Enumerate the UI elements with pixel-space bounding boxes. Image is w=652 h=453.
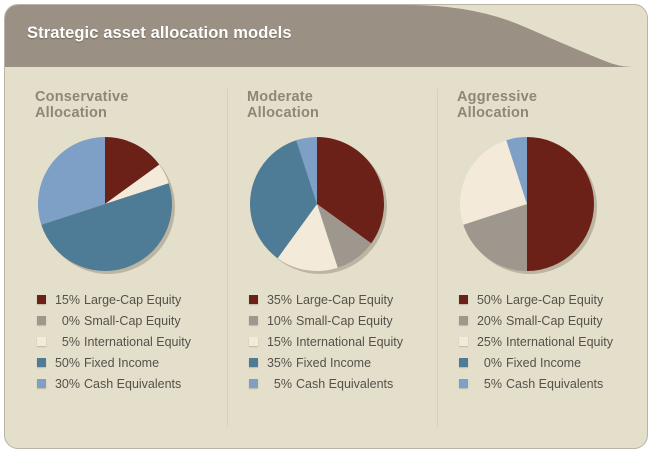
legend-row: 5% International Equity [37, 331, 223, 352]
legend-percent: 0% [483, 355, 502, 370]
pie-chart-aggressive [455, 131, 605, 281]
legend-label: Fixed Income [84, 355, 160, 370]
legend-swatch [249, 358, 258, 367]
legend-label: Fixed Income [506, 355, 582, 370]
legend-swatch [37, 316, 46, 325]
legend-swatch [459, 295, 468, 304]
legend-percent: 0% [61, 313, 80, 328]
legend-swatch [459, 337, 468, 346]
legend-label: Cash Equivalents [84, 376, 182, 391]
legend-swatch [459, 358, 468, 367]
legend-label: Small-Cap Equity [296, 313, 393, 328]
pie-slice [460, 140, 527, 225]
page-title: Strategic asset allocation models [27, 24, 292, 42]
legend-percent: 50% [54, 355, 80, 370]
legend-swatch [249, 379, 258, 388]
legend-percent: 15% [54, 292, 80, 307]
pie-chart-conservative [33, 131, 183, 281]
legend-percent: 15% [266, 334, 292, 349]
header-bar: Strategic asset allocation models [5, 5, 647, 67]
infographic-panel: Strategic asset allocation models Conser… [4, 4, 648, 449]
legend-label: International Equity [84, 334, 192, 349]
legend-row: 0% Small-Cap Equity [37, 310, 223, 331]
legend-row: 30% Cash Equivalents [37, 373, 223, 394]
legend-row: 10% Small-Cap Equity [249, 310, 435, 331]
legend-row: 15% International Equity [249, 331, 435, 352]
column-title: Aggressive Allocation [457, 89, 538, 121]
header-background-shape [5, 5, 633, 67]
legend-percent: 5% [61, 334, 80, 349]
legend-row: 20% Small-Cap Equity [459, 310, 645, 331]
legend-row: 5% Cash Equivalents [249, 373, 435, 394]
legend-swatch [459, 316, 468, 325]
pie-slice [105, 137, 160, 204]
legend-percent: 50% [476, 292, 502, 307]
pie-slice [250, 140, 317, 259]
allocation-column-moderate: Moderate Allocation 35% Large-Cap Equity 1… [227, 77, 435, 435]
legend-label: Large-Cap Equity [296, 292, 394, 307]
column-title: Conservative Allocation [35, 89, 129, 121]
legend-moderate: 35% Large-Cap Equity 10% Small-Cap Equity 15… [249, 289, 435, 394]
legend-label: Small-Cap Equity [84, 313, 181, 328]
legend-label: Cash Equivalents [296, 376, 394, 391]
legend-swatch [249, 316, 258, 325]
legend-swatch [459, 379, 468, 388]
pie-slice [506, 137, 527, 204]
allocation-column-conservative: Conservative Allocation 15% Large-Cap Equ… [15, 77, 223, 435]
legend-row: 15% Large-Cap Equity [37, 289, 223, 310]
pie-slice [317, 204, 372, 268]
legend-percent: 10% [266, 313, 292, 328]
legend-row: 0% Fixed Income [459, 352, 645, 373]
pie-slice [463, 204, 527, 271]
pie-slice [527, 137, 594, 271]
column-divider [437, 89, 438, 427]
legend-aggressive: 50% Large-Cap Equity 20% Small-Cap Equity 25… [459, 289, 645, 394]
legend-label: Cash Equivalents [506, 376, 604, 391]
legend-label: International Equity [296, 334, 404, 349]
pie-slice [317, 137, 384, 244]
legend-row: 25% International Equity [459, 331, 645, 352]
legend-percent: 25% [476, 334, 502, 349]
pie-slice [105, 164, 169, 204]
legend-label: Large-Cap Equity [506, 292, 604, 307]
pie-slice [296, 137, 317, 204]
legend-row: 50% Fixed Income [37, 352, 223, 373]
legend-label: Large-Cap Equity [84, 292, 182, 307]
legend-swatch [37, 337, 46, 346]
legend-swatch [37, 358, 46, 367]
column-title: Moderate Allocation [247, 89, 320, 121]
legend-percent: 35% [266, 355, 292, 370]
legend-swatch [37, 379, 46, 388]
pie-slice [37, 137, 105, 225]
pie-chart-moderate [245, 131, 395, 281]
legend-label: Small-Cap Equity [506, 313, 603, 328]
legend-conservative: 15% Large-Cap Equity 0% Small-Cap Equity 5% I… [37, 289, 223, 394]
legend-percent: 5% [483, 376, 502, 391]
legend-row: 50% Large-Cap Equity [459, 289, 645, 310]
legend-swatch [37, 295, 46, 304]
legend-percent: 20% [476, 313, 502, 328]
pie-slice [277, 204, 338, 271]
legend-label: International Equity [506, 334, 614, 349]
legend-label: Fixed Income [296, 355, 372, 370]
column-divider [227, 89, 228, 427]
legend-row: 5% Cash Equivalents [459, 373, 645, 394]
legend-row: 35% Large-Cap Equity [249, 289, 435, 310]
legend-percent: 30% [54, 376, 80, 391]
pie-slice [41, 183, 172, 271]
legend-swatch [249, 337, 258, 346]
legend-percent: 35% [266, 292, 292, 307]
allocation-column-aggressive: Aggressive Allocation 50% Large-Cap Equit… [437, 77, 645, 435]
legend-swatch [249, 295, 258, 304]
legend-percent: 5% [273, 376, 292, 391]
legend-row: 35% Fixed Income [249, 352, 435, 373]
